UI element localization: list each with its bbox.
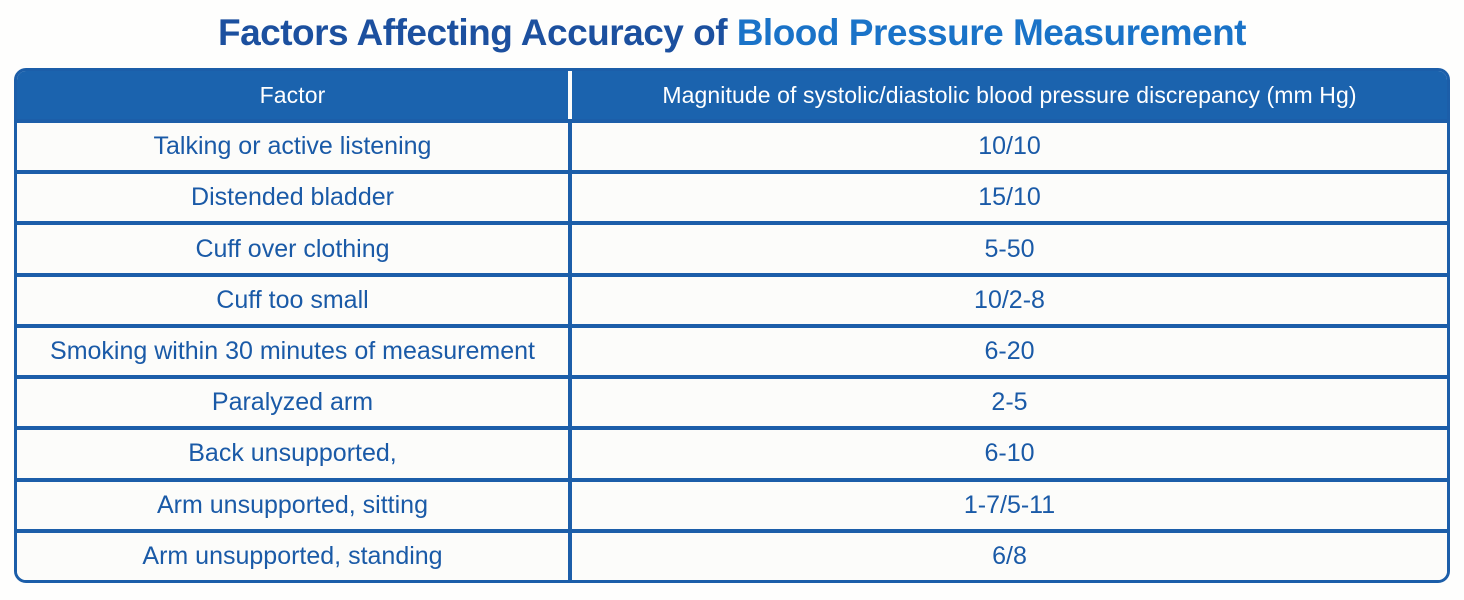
table-row: Cuff too small 10/2-8 <box>17 272 1447 324</box>
magnitude-cell: 10/10 <box>568 123 1447 171</box>
magnitude-cell: 6-20 <box>568 327 1447 376</box>
factor-cell: Paralyzed arm <box>211 388 374 417</box>
table-row: Cuff over clothing 5-50 <box>17 221 1447 273</box>
magnitude-cell: 5-50 <box>568 225 1447 273</box>
table-row: Distended bladder 15/10 <box>17 170 1447 222</box>
factor-cell: Cuff too small <box>216 285 369 314</box>
column-header-magnitude: Magnitude of systolic/diastolic blood pr… <box>568 71 1447 119</box>
factor-cell: Distended bladder <box>191 183 394 212</box>
magnitude-cell: 10/2-8 <box>568 276 1447 324</box>
page-title-part1: Factors Affecting Accuracy of <box>217 12 728 53</box>
table-row: Back unsupported, 6-10 <box>17 426 1447 478</box>
magnitude-cell: 15/10 <box>568 174 1447 222</box>
magnitude-cell: 2-5 <box>568 379 1447 427</box>
factor-cell: Smoking within 30 minutes of measurement <box>50 336 535 365</box>
factor-cell: Back unsupported, <box>188 439 397 468</box>
page-title: Factors Affecting Accuracy of Blood Press… <box>0 0 1464 64</box>
magnitude-cell: 1-7/5-11 <box>568 481 1447 529</box>
table-row: Paralyzed arm 2-5 <box>17 375 1447 427</box>
factor-cell: Talking or active listening <box>153 132 432 161</box>
page-title-part2: Blood Pressure Measurement <box>736 12 1247 53</box>
factor-cell: Cuff over clothing <box>195 234 390 263</box>
factor-cell: Arm unsupported, standing <box>142 541 443 570</box>
table-row: Arm unsupported, standing 6/8 <box>17 528 1447 580</box>
table-row: Arm unsupported, sitting 1-7/5-11 <box>17 477 1447 529</box>
magnitude-cell: 6-10 <box>568 430 1447 478</box>
bp-factors-table: Factor Magnitude of systolic/diastolic b… <box>14 68 1450 583</box>
table-row: Talking or active listening 10/10 <box>17 119 1447 171</box>
column-header-factor: Factor <box>259 81 326 108</box>
factor-cell: Arm unsupported, sitting <box>157 490 428 519</box>
magnitude-cell: 6/8 <box>568 532 1447 580</box>
table-header-row: Factor Magnitude of systolic/diastolic b… <box>17 71 1447 119</box>
table-row: Smoking within 30 minutes of measurement… <box>17 323 1447 376</box>
